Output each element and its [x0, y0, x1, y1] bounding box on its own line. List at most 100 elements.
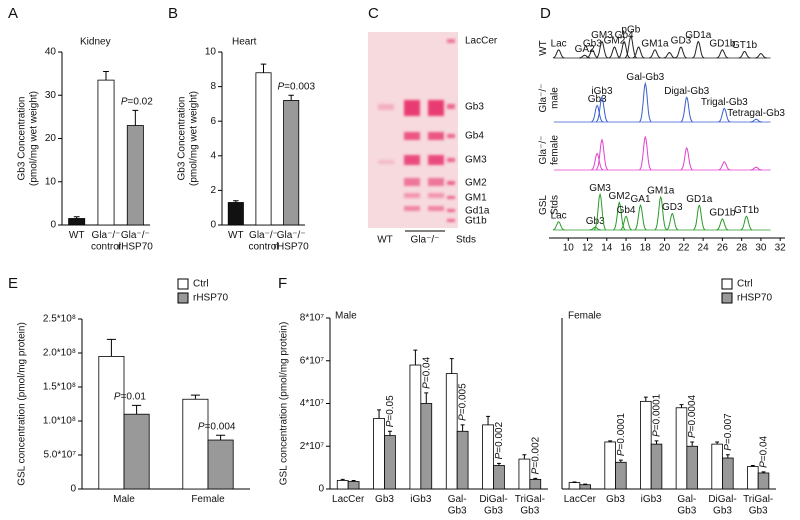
peak — [649, 49, 661, 59]
y-tick-label: 20 — [45, 133, 57, 144]
band-label: GM1 — [465, 193, 487, 204]
trace-label: GSLStds — [538, 195, 561, 215]
y-tick-label: 2.0*10⁸ — [43, 348, 76, 359]
error-bar — [106, 338, 116, 357]
y-tick-label: 8*10⁷ — [300, 313, 325, 324]
peak-label: GA2 — [575, 44, 595, 55]
error-bar — [496, 462, 501, 466]
panel-letter: A — [8, 5, 18, 22]
p-value: P=0.05 — [385, 395, 396, 427]
error-bar — [725, 454, 730, 459]
peak — [586, 49, 599, 59]
error-bar — [132, 109, 139, 126]
x-tick-label: WT — [69, 230, 85, 241]
x-tick-label: Gla⁻/⁻ rHSP70 — [118, 230, 153, 253]
y-tick-label: 10 — [205, 47, 217, 58]
y-axis-label: Gb3 Concentration — [177, 97, 188, 181]
y-tick-label: 2.5*10⁸ — [43, 314, 76, 325]
legend-label: Ctrl — [737, 279, 753, 290]
p-value: P=0.002 — [530, 436, 541, 474]
peak-label: GM2 — [608, 191, 630, 202]
x-tick-label: TriGal-Gb3 — [743, 494, 773, 517]
peak-label: GM1a — [641, 38, 669, 49]
peak-label: GM3 — [589, 183, 611, 194]
y-tick-label: 1.0*10⁸ — [43, 416, 76, 427]
bar — [347, 481, 360, 490]
peak-label: Gb4 — [615, 30, 634, 41]
error-bar — [190, 394, 200, 400]
x-tick-label: Gal-Gb3 — [677, 494, 696, 517]
bar — [182, 398, 209, 490]
peak-label: Tetragal-Gb3 — [727, 108, 785, 119]
bar — [336, 480, 349, 490]
peak — [750, 118, 762, 123]
legend-swatch — [177, 278, 189, 290]
p-value: P=0.04 — [758, 435, 769, 467]
y-tick-label: 4*10⁷ — [300, 398, 325, 409]
bar — [711, 443, 723, 490]
peak — [620, 215, 632, 231]
x-tick-label: 16 — [620, 243, 632, 254]
peak-label: Digal-Gb3 — [664, 86, 709, 97]
bar — [604, 441, 616, 490]
bar — [615, 461, 627, 490]
bar — [227, 202, 244, 226]
subplot-title: Female — [568, 311, 602, 322]
peak — [738, 50, 751, 59]
error-bar — [377, 409, 382, 419]
peak — [666, 212, 679, 231]
error-bar — [424, 392, 429, 404]
panel-letter: E — [8, 275, 18, 292]
bar — [686, 445, 698, 490]
bar — [675, 407, 688, 490]
y-tick-label: 6 — [210, 116, 216, 127]
peak-label: GA1 — [631, 194, 651, 205]
peak-label: Trigal-Gb3 — [701, 97, 748, 108]
peak-label: Gb3 — [583, 38, 602, 49]
peak-label: GD1a — [685, 30, 712, 41]
bar — [283, 100, 300, 226]
x-tick-label: LacCer — [332, 494, 365, 505]
error-bar — [260, 63, 267, 73]
peak-label: GM3 — [591, 30, 613, 41]
peak — [718, 161, 731, 171]
y-tick-label: 4 — [210, 150, 216, 161]
peak-label: Gal-Gb3 — [626, 72, 664, 83]
p-value: P=0.02 — [121, 96, 153, 107]
bar — [373, 418, 385, 490]
bar — [456, 430, 469, 490]
peak-label: iGb3 — [591, 86, 613, 97]
p-value: P=0.04 — [421, 356, 432, 388]
peak — [680, 96, 693, 123]
x-tick-label: Gb3 — [375, 494, 394, 505]
bar — [747, 466, 759, 490]
bar — [482, 424, 494, 490]
error-bar — [351, 479, 356, 482]
error-bar — [572, 481, 577, 483]
legend-label: Ctrl — [193, 279, 209, 290]
error-bar — [643, 396, 648, 402]
peak-label: Lac — [551, 210, 567, 221]
error-bar — [449, 358, 454, 374]
x-tick-label: Gla⁻/⁻ control — [91, 230, 121, 253]
bar — [420, 403, 433, 490]
bar — [640, 400, 652, 490]
trace-label: Gla⁻/⁻male — [538, 84, 561, 113]
peak-label: GD1b — [709, 38, 736, 49]
peak — [618, 40, 631, 59]
bar — [384, 435, 396, 490]
y-tick-label: 5.0*10⁷ — [43, 450, 76, 461]
error-bar — [460, 424, 465, 432]
peak — [624, 34, 637, 59]
x-tick-label: iGb3 — [641, 494, 663, 505]
x-tick-label: Gla⁻/⁻ control — [248, 230, 278, 253]
peak — [593, 192, 607, 230]
legend-label: rHSP70 — [193, 293, 228, 304]
x-tick-label: TriGal-Gb3 — [515, 494, 545, 517]
y-tick-label: 1.5*10⁸ — [43, 382, 76, 393]
x-tick-label: 28 — [736, 243, 748, 254]
error-bar — [761, 471, 766, 473]
peak-label: GD3 — [662, 202, 683, 213]
band-label: GM3 — [465, 155, 487, 166]
error-bar — [618, 459, 623, 463]
